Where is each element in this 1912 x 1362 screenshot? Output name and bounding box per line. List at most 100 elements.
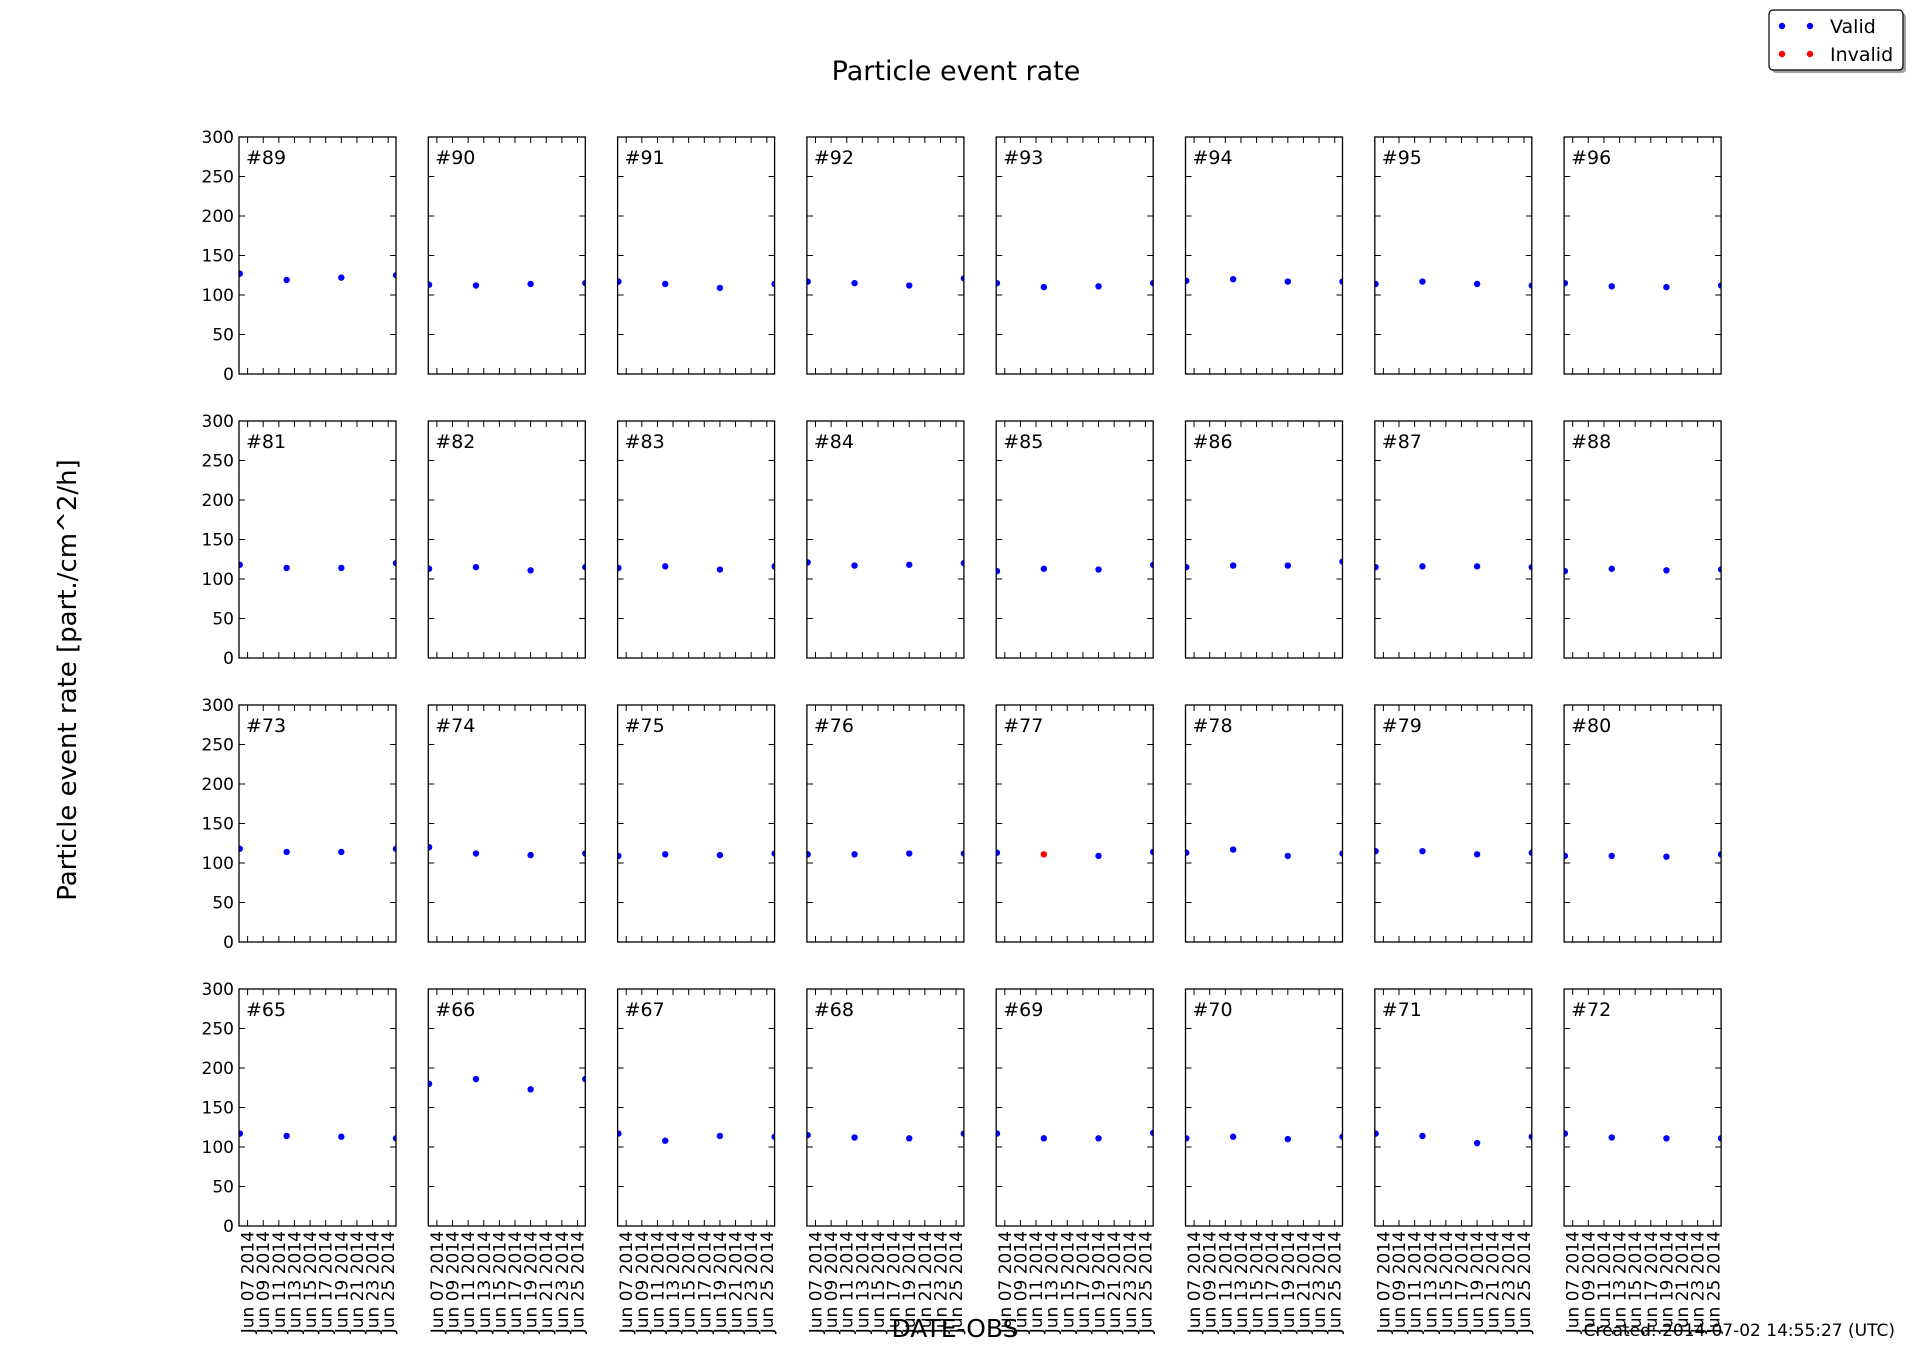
y-tick-label: 100 xyxy=(202,286,234,306)
data-points xyxy=(1564,279,1722,291)
x-tick-label: Jun 25 2014 xyxy=(947,1231,967,1334)
data-points xyxy=(617,278,775,292)
y-tick-label: 0 xyxy=(223,365,234,385)
data-points xyxy=(996,848,1154,860)
panel-frame xyxy=(1563,136,1722,375)
data-point-valid xyxy=(428,1080,433,1087)
panel-91: #91 xyxy=(616,136,776,375)
data-point-valid xyxy=(1095,283,1102,290)
x-tick-label: Jun 25 2014 xyxy=(758,1231,778,1334)
data-point-valid xyxy=(662,851,669,858)
panel-96: #96 xyxy=(1563,136,1722,375)
x-tick-label: Jun 23 2014 xyxy=(742,1231,762,1334)
data-point-valid xyxy=(338,274,345,281)
x-tick-label: Jun 09 2014 xyxy=(1011,1231,1031,1334)
panel-85: #85 xyxy=(995,420,1154,659)
panel-87: #87 xyxy=(1374,420,1533,659)
x-tick-label: Jun 09 2014 xyxy=(1579,1231,1599,1334)
x-tick-label: Jun 15 2014 xyxy=(1058,1231,1078,1334)
x-tick-label: Jun 15 2014 xyxy=(1437,1231,1457,1334)
x-tick-label: Jun 07 2014 xyxy=(1185,1231,1205,1334)
data-point-valid xyxy=(1717,566,1722,573)
data-point-valid xyxy=(806,278,811,285)
created-footer: Created: 2014-07-02 14:55:27 (UTC) xyxy=(1584,1321,1895,1341)
panel-frame xyxy=(1563,420,1722,659)
data-point-valid xyxy=(617,1130,622,1137)
panel-93: #93 xyxy=(995,136,1154,375)
data-point-valid xyxy=(1663,283,1670,291)
data-points xyxy=(428,563,586,574)
x-tick-label: Jun 09 2014 xyxy=(822,1231,842,1334)
data-point-valid xyxy=(1095,1135,1102,1142)
data-points xyxy=(806,850,964,858)
y-tick-label: 100 xyxy=(202,854,234,874)
panel-92: #92 xyxy=(806,136,965,375)
data-point-valid xyxy=(1339,1133,1343,1140)
panel-frame xyxy=(1563,704,1722,943)
x-tick-label: Jun 09 2014 xyxy=(444,1231,464,1334)
x-tick-label: Jun 07 2014 xyxy=(806,1231,826,1334)
x-tick-label: Jun 13 2014 xyxy=(1611,1231,1631,1334)
panel-80: #80 xyxy=(1563,704,1722,943)
y-tick-label: 250 xyxy=(202,736,234,756)
data-point-valid xyxy=(1095,566,1102,573)
data-point-valid xyxy=(851,851,858,858)
x-tick-label: Jun 15 2014 xyxy=(490,1231,510,1334)
y-tick-label: 200 xyxy=(202,491,234,511)
data-point-valid xyxy=(617,564,622,572)
data-point-valid xyxy=(1284,562,1292,569)
data-point-valid xyxy=(338,1133,345,1140)
panel-label: #83 xyxy=(625,431,665,453)
data-points xyxy=(1185,846,1343,860)
panel-frame xyxy=(806,988,965,1227)
x-tick-label: Jun 09 2014 xyxy=(633,1231,653,1334)
panel-frame xyxy=(1374,988,1533,1227)
panel-label: #84 xyxy=(814,431,854,453)
data-point-valid xyxy=(1528,849,1532,856)
panel-83: #83 xyxy=(616,420,776,659)
data-point-valid xyxy=(716,1132,724,1140)
data-points xyxy=(617,850,775,860)
y-tick-label: 50 xyxy=(212,1178,234,1198)
data-point-valid xyxy=(716,851,724,859)
legend-box xyxy=(1768,9,1904,71)
panel-label: #75 xyxy=(625,715,665,737)
x-tick-label: Jun 17 2014 xyxy=(885,1231,905,1334)
panel-78: #78 xyxy=(1184,704,1344,943)
panel-75: #75 xyxy=(616,704,776,943)
data-point-valid xyxy=(996,567,1001,575)
data-point-valid xyxy=(239,270,243,277)
panel-73: 0 50 100 150 200 250 300 #73 xyxy=(202,696,397,953)
panel-label: #87 xyxy=(1382,431,1422,453)
panel-label: #78 xyxy=(1193,715,1233,737)
data-point-valid xyxy=(239,845,243,852)
x-tick-label: Jun 11 2014 xyxy=(648,1231,668,1334)
x-tick-label: Jun 23 2014 xyxy=(1499,1231,1519,1334)
panel-81: 0 50 100 150 200 250 300 #81 xyxy=(202,412,397,669)
data-point-valid xyxy=(960,850,964,857)
data-point-valid xyxy=(392,560,396,567)
x-tick-label: Jun 07 2014 xyxy=(1374,1231,1394,1334)
panel-frame xyxy=(427,420,586,659)
panel-frame xyxy=(427,136,586,375)
x-tick-label: Jun 21 2014 xyxy=(1673,1231,1693,1334)
panel-94: #94 xyxy=(1184,136,1344,375)
data-point-valid xyxy=(1150,848,1154,856)
data-point-valid xyxy=(338,564,345,572)
data-point-valid xyxy=(906,282,913,289)
panel-label: #94 xyxy=(1193,147,1233,169)
x-axis-label: DATE-OBS xyxy=(891,1314,1018,1343)
y-tick-label: 150 xyxy=(202,247,234,267)
x-tick-label: Jun 19 2014 xyxy=(711,1231,731,1334)
data-point-valid xyxy=(662,1137,669,1144)
data-point-valid xyxy=(392,272,396,279)
data-points xyxy=(996,561,1154,575)
data-point-valid xyxy=(1374,1130,1379,1137)
data-point-valid xyxy=(617,852,622,860)
data-point-valid xyxy=(771,563,775,570)
x-tick-label: Jun 17 2014 xyxy=(1642,1231,1662,1334)
x-tick-label: Jun 13 2014 xyxy=(1232,1231,1252,1334)
data-point-valid xyxy=(1717,282,1722,289)
y-tick-label: 200 xyxy=(202,775,234,795)
